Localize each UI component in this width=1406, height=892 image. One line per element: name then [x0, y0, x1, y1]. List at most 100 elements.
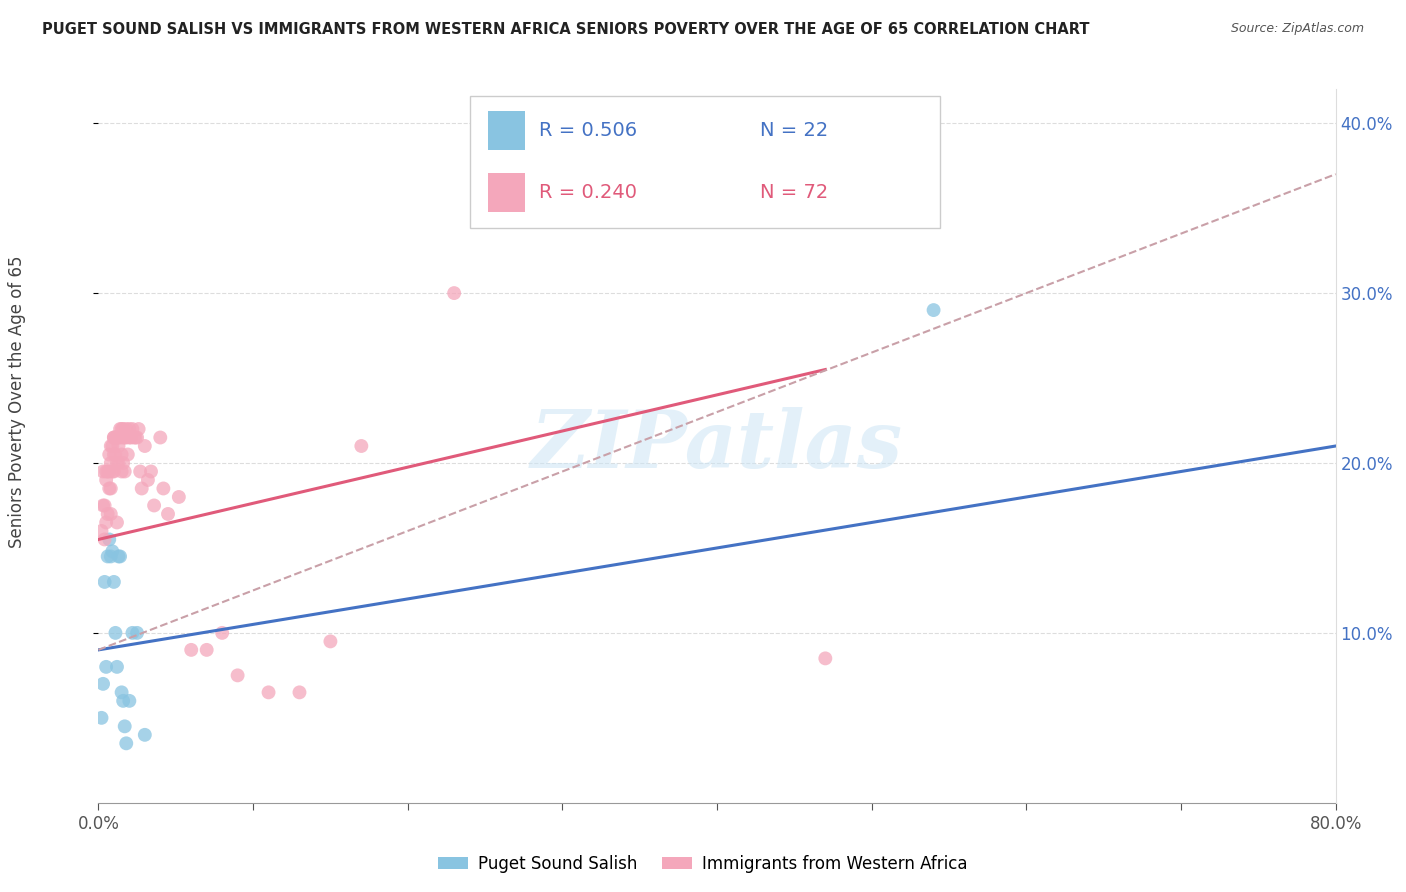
- Point: [127, 430, 149, 444]
- Point: [103, 574, 125, 589]
- Point: [115, 422, 138, 436]
- Point: [90, 524, 112, 538]
- Point: [100, 507, 122, 521]
- Text: ZIPatlas: ZIPatlas: [531, 408, 903, 484]
- Point: [139, 465, 162, 479]
- Point: [143, 499, 166, 513]
- Point: [104, 448, 127, 462]
- Point: [97, 549, 120, 564]
- Point: [93, 574, 115, 589]
- Point: [97, 507, 120, 521]
- Point: [134, 439, 156, 453]
- Point: [107, 439, 129, 453]
- Point: [115, 736, 138, 750]
- Point: [103, 465, 125, 479]
- Point: [91, 677, 114, 691]
- Point: [180, 643, 202, 657]
- Point: [157, 507, 180, 521]
- Point: [136, 473, 159, 487]
- Point: [107, 549, 129, 564]
- Point: [350, 439, 373, 453]
- Point: [115, 430, 138, 444]
- Point: [114, 719, 136, 733]
- Point: [288, 685, 311, 699]
- Point: [108, 430, 131, 444]
- Point: [814, 651, 837, 665]
- Bar: [488, 111, 526, 150]
- Point: [152, 482, 174, 496]
- Point: [121, 626, 143, 640]
- Point: [121, 422, 143, 436]
- Point: [131, 482, 153, 496]
- Point: [149, 430, 172, 444]
- FancyBboxPatch shape: [470, 96, 939, 228]
- Point: [101, 439, 124, 453]
- Point: [104, 430, 127, 444]
- Point: [104, 626, 127, 640]
- Point: [319, 634, 342, 648]
- Bar: [488, 173, 526, 212]
- Point: [100, 482, 122, 496]
- Point: [101, 465, 124, 479]
- Point: [118, 430, 141, 444]
- Point: [98, 482, 121, 496]
- Point: [105, 660, 128, 674]
- Point: [922, 303, 945, 318]
- Point: [96, 473, 118, 487]
- Point: [114, 465, 136, 479]
- Point: [96, 660, 118, 674]
- Point: [112, 422, 135, 436]
- Point: [93, 533, 115, 547]
- Point: [97, 465, 120, 479]
- Point: [91, 465, 114, 479]
- Point: [128, 422, 150, 436]
- Point: [100, 549, 122, 564]
- Point: [211, 626, 233, 640]
- Point: [443, 286, 465, 301]
- Point: [90, 711, 112, 725]
- Point: [226, 668, 249, 682]
- Point: [257, 685, 280, 699]
- Point: [103, 430, 125, 444]
- Point: [112, 456, 135, 470]
- Point: [93, 499, 115, 513]
- Point: [114, 430, 136, 444]
- Text: Source: ZipAtlas.com: Source: ZipAtlas.com: [1230, 22, 1364, 36]
- Point: [134, 728, 156, 742]
- Point: [111, 465, 134, 479]
- Point: [105, 516, 128, 530]
- Point: [108, 422, 131, 436]
- Point: [111, 448, 134, 462]
- Point: [118, 422, 141, 436]
- Point: [100, 456, 122, 470]
- Point: [103, 448, 125, 462]
- Point: [127, 626, 149, 640]
- Point: [112, 694, 135, 708]
- Point: [98, 465, 121, 479]
- Point: [105, 430, 128, 444]
- Point: [96, 516, 118, 530]
- Point: [111, 422, 134, 436]
- Point: [103, 430, 125, 444]
- Point: [98, 448, 121, 462]
- Point: [118, 694, 141, 708]
- Point: [96, 465, 118, 479]
- Text: R = 0.240: R = 0.240: [538, 183, 637, 202]
- Point: [100, 439, 122, 453]
- Text: R = 0.506: R = 0.506: [538, 121, 637, 140]
- Point: [111, 685, 134, 699]
- Point: [129, 465, 152, 479]
- Point: [91, 499, 114, 513]
- Point: [107, 456, 129, 470]
- Point: [167, 490, 190, 504]
- Point: [101, 544, 124, 558]
- Point: [120, 430, 142, 444]
- Point: [107, 430, 129, 444]
- Text: N = 72: N = 72: [761, 183, 828, 202]
- Point: [117, 448, 139, 462]
- Point: [195, 643, 218, 657]
- Legend: Puget Sound Salish, Immigrants from Western Africa: Puget Sound Salish, Immigrants from West…: [432, 848, 974, 880]
- Point: [108, 549, 131, 564]
- Point: [105, 456, 128, 470]
- Text: N = 22: N = 22: [761, 121, 828, 140]
